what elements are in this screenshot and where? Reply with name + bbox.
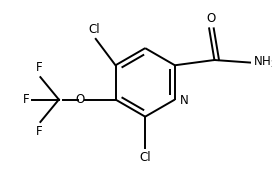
Text: N: N: [180, 94, 188, 107]
Text: O: O: [75, 93, 85, 106]
Text: F: F: [36, 125, 42, 138]
Text: O: O: [206, 12, 216, 25]
Text: F: F: [36, 61, 42, 74]
Text: Cl: Cl: [139, 151, 151, 164]
Text: F: F: [23, 93, 29, 106]
Text: Cl: Cl: [89, 23, 100, 36]
Text: NH$_2$: NH$_2$: [253, 55, 272, 70]
